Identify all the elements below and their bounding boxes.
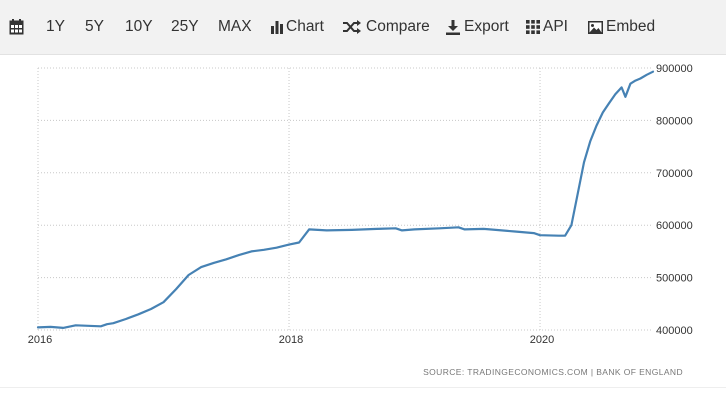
calendar-icon (9, 19, 24, 35)
image-icon (588, 20, 603, 34)
range-5y-button[interactable]: 5Y (85, 18, 104, 35)
export-button-label: Export (464, 18, 509, 35)
x-tick-label: 2016 (28, 334, 52, 346)
y-tick-label: 700000 (656, 168, 693, 180)
line-chart: 400000 500000 600000 700000 800000 900000 2016… (28, 63, 693, 346)
x-tick-label: 2020 (530, 334, 554, 346)
calendar-button[interactable] (9, 0, 24, 54)
chart-toolbar: 1Y 5Y 10Y 25Y MAX Chart Compare (0, 0, 726, 55)
api-button[interactable]: API (526, 0, 568, 54)
export-button[interactable]: Export (446, 0, 509, 54)
series-line (36, 70, 655, 329)
bar-chart-icon (270, 20, 284, 34)
y-tick-label: 400000 (656, 325, 693, 337)
api-button-label: API (543, 18, 568, 35)
x-tick-label: 2018 (279, 334, 303, 346)
chart-button[interactable]: Chart (270, 0, 324, 54)
embed-button[interactable]: Embed (588, 0, 655, 54)
grid-icon (526, 20, 540, 34)
range-1y-button[interactable]: 1Y (46, 18, 65, 35)
chart-button-label: Chart (286, 18, 324, 35)
download-icon (446, 19, 460, 35)
embed-button-label: Embed (606, 18, 656, 35)
range-25y-button[interactable]: 25Y (171, 18, 199, 35)
footer-divider (0, 387, 726, 388)
y-tick-label: 800000 (656, 115, 693, 127)
y-tick-label: 900000 (656, 63, 693, 75)
source-credit: SOURCE: TRADINGECONOMICS.COM | BANK OF E… (423, 367, 683, 377)
compare-button-label: Compare (366, 18, 430, 35)
compare-button[interactable]: Compare (343, 0, 430, 54)
shuffle-icon (343, 20, 361, 34)
y-tick-label: 500000 (656, 273, 693, 285)
range-10y-button[interactable]: 10Y (125, 18, 153, 35)
y-tick-label: 600000 (656, 220, 693, 232)
range-max-button[interactable]: MAX (218, 18, 252, 35)
